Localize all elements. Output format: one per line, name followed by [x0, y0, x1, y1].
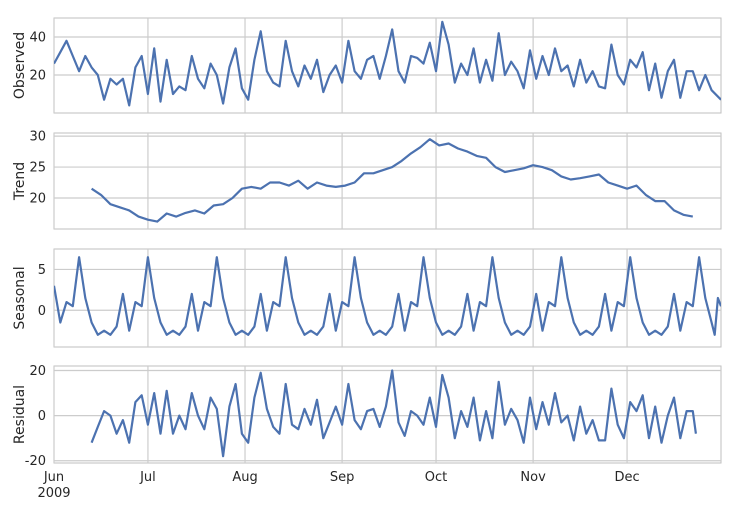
- x-tick-label: Jul: [139, 470, 156, 485]
- x-tick-label: Nov: [520, 470, 546, 485]
- series-line-residual: [90, 369, 697, 458]
- axes-frame: [53, 365, 722, 464]
- y-tick-label: 40: [29, 31, 46, 46]
- y-axis-label: Trend: [12, 162, 28, 201]
- x-tick-label: Aug: [232, 470, 257, 485]
- y-axis-label: Seasonal: [12, 266, 28, 329]
- y-tick-label: 20: [29, 192, 46, 207]
- y-tick-label: 20: [29, 69, 46, 84]
- x-tick-label: Jun: [43, 470, 64, 485]
- x-tick-year-label: 2009: [37, 486, 70, 501]
- series-line-observed: [54, 20, 721, 107]
- y-tick-label: 20: [29, 364, 46, 379]
- y-tick-label: 30: [29, 130, 46, 145]
- series-line-trend: [90, 138, 694, 223]
- y-tick-label: 0: [38, 304, 46, 319]
- y-axis-label: Residual: [12, 385, 28, 444]
- x-tick-label: Sep: [330, 470, 355, 485]
- axes-frame: [53, 17, 722, 114]
- y-tick-label: 0: [38, 409, 46, 424]
- y-tick-label: -20: [25, 454, 46, 469]
- panel-seasonal: 0 5 Seasonal: [12, 248, 722, 348]
- y-axis-label: Observed: [12, 32, 28, 99]
- series-line-seasonal: [54, 256, 721, 336]
- y-tick-label: 25: [29, 161, 46, 176]
- x-tick-label: Oct: [425, 470, 447, 485]
- panel-trend: 20 25 30 Trend: [12, 130, 722, 230]
- y-tick-label: 5: [38, 263, 46, 278]
- axes-frame: [53, 132, 722, 230]
- x-tick-label: Dec: [614, 470, 639, 485]
